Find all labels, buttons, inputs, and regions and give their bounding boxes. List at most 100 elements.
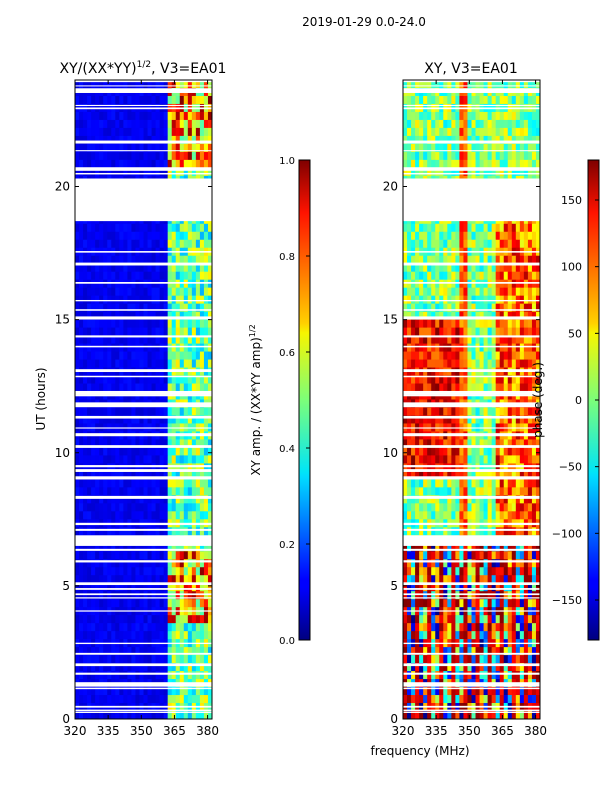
right-heatmap-cell [443,575,448,584]
right-heatmap-cell [527,479,533,488]
left-heatmap-cell [147,615,152,624]
left-heatmap-cell [155,463,161,472]
right-heatmap-cell [475,111,480,121]
left-heatmap-cell [103,631,108,640]
left-heatmap-cell [171,271,177,281]
left-scan-gap [75,140,212,144]
right-heatmap-cell [519,407,525,416]
left-heatmap-cell [207,111,212,121]
left-heatmap-cell [199,239,205,249]
right-heatmap-cell [463,335,468,344]
left-heatmap-cell [127,95,132,105]
left-heatmap-cell [127,471,132,480]
right-heatmap-cell [431,439,436,448]
left-heatmap-cell [115,687,120,696]
left-heatmap-cell [127,695,132,704]
right-heatmap-cell [403,335,408,344]
right-heatmap-cell [475,95,480,105]
right-heatmap-cell [499,487,505,496]
left-heatmap-cell [115,287,120,297]
left-heatmap-cell [203,495,209,504]
left-heatmap-cell [199,343,205,352]
right-heatmap-cell [411,487,416,496]
right-heatmap-cell [407,567,412,576]
left-heatmap-cell [99,375,104,384]
right-heatmap-cell [523,80,529,89]
left-heatmap-cell [207,359,212,368]
left-heatmap-cell [155,655,161,664]
left-heatmap-cell [91,151,96,161]
left-heatmap-cell [107,527,112,536]
left-heatmap-cell [111,239,116,249]
left-heatmap-cell [87,119,92,129]
left-heatmap-cell [147,687,152,696]
left-heatmap-cell [195,687,201,696]
right-heatmap-cell [463,319,468,329]
left-heatmap-cell [171,615,177,624]
right-heatmap-cell [431,543,436,552]
left-heatmap-cell [75,567,80,576]
right-heatmap-cell [455,135,460,145]
left-heatmap-cell [151,671,156,680]
left-heatmap-cell [203,335,209,344]
left-heatmap-cell [91,80,96,89]
right-heatmap-cell [435,527,440,536]
right-heatmap-cell [471,495,476,504]
right-heatmap-cell [479,583,484,592]
left-heatmap-cell [131,527,136,536]
right-heatmap-cell [467,135,472,145]
left-heatmap-cell [143,351,148,360]
left-heatmap-cell [119,655,124,664]
left-heatmap-cell [207,303,212,313]
right-heatmap-cell [535,343,540,352]
right-heatmap-cell [499,447,505,456]
left-heatmap-cell [183,223,189,233]
left-heatmap-cell [187,231,193,241]
right-heatmap-cell [467,503,472,512]
right-heatmap-cell [427,295,432,305]
left-heatmap-cell [207,487,212,496]
left-heatmap-cell [155,495,161,504]
left-heatmap-cell [107,439,112,448]
left-heatmap-cell [183,487,189,496]
left-heatmap-cell [107,151,112,161]
left-heatmap-cell [155,583,161,592]
right-heatmap-cell [407,455,412,464]
right-heatmap-cell [415,487,420,496]
left-heatmap-cell [175,167,181,177]
right-heatmap-cell [519,567,525,576]
left-heatmap-cell [123,271,128,281]
left-heatmap-cell [187,127,193,137]
left-heatmap-cell [155,151,161,161]
left-heatmap-cell [179,583,185,592]
left-heatmap-cell [183,303,189,313]
left-heatmap-cell [167,495,173,504]
left-heatmap-cell [79,303,84,313]
left-heatmap-cell [91,159,96,169]
left-heatmap-cell [87,439,92,448]
left-heatmap-cell [167,159,173,169]
left-heatmap-cell [143,567,148,576]
right-heatmap-cell [463,575,468,584]
left-heatmap-cell [75,327,80,336]
right-heatmap-cell [531,415,537,424]
right-heatmap-cell [471,415,476,424]
left-heatmap-cell [79,575,84,584]
left-heatmap-cell [119,303,124,313]
right-heatmap-cell [447,319,452,329]
left-heatmap-cell [123,80,128,89]
left-heatmap-cell [75,351,80,360]
left-heatmap-cell [171,375,177,384]
right-heatmap-cell [431,375,436,384]
right-heatmap-cell [403,263,408,273]
right-heatmap-cell [435,575,440,584]
left-heatmap-cell [115,447,120,456]
left-heatmap-cell [79,439,84,448]
left-heatmap-cell [171,495,177,504]
right-heatmap-cell [523,463,529,472]
left-heatmap-cell [187,439,193,448]
left-heatmap-cell [191,487,197,496]
left-heatmap-cell [163,447,169,456]
right-heatmap-cell [499,223,505,233]
right-heatmap-cell [427,111,432,121]
